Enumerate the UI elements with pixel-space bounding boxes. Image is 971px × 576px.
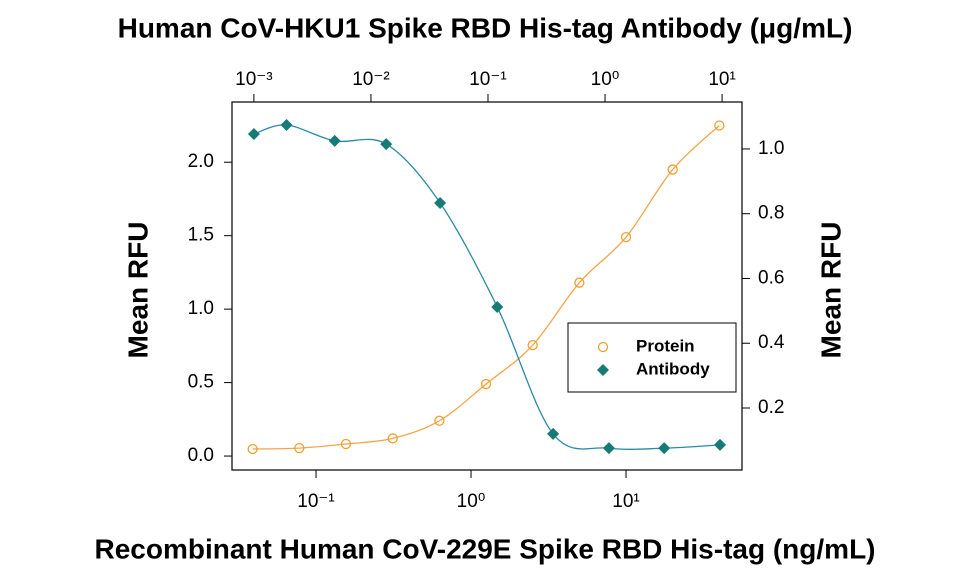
fit-line bbox=[253, 124, 721, 450]
data-point bbox=[328, 134, 341, 147]
y-axis-label: Mean RFU bbox=[122, 222, 153, 359]
data-point bbox=[602, 442, 615, 455]
data-point bbox=[247, 443, 258, 455]
chart-title: Human CoV-HKU1 Spike RBD His-tag Antibod… bbox=[118, 12, 853, 43]
y2-tick-label: 0.6 bbox=[758, 267, 784, 288]
data-point bbox=[434, 415, 445, 426]
x-axis-label: Recombinant Human CoV-229E Spike RBD His… bbox=[95, 533, 876, 564]
data-point bbox=[380, 138, 393, 151]
data-point bbox=[340, 438, 352, 450]
data-point bbox=[387, 433, 398, 444]
data-point bbox=[527, 339, 538, 351]
x-tick-label: 10⁰ bbox=[457, 491, 486, 512]
data-point bbox=[547, 427, 560, 440]
legend-marker bbox=[597, 364, 609, 376]
y-tick-label: 1.0 bbox=[188, 298, 214, 319]
x2-tick-label: 10¹ bbox=[708, 69, 735, 90]
legend-label: Protein bbox=[636, 336, 695, 355]
y-tick-label: 1.5 bbox=[188, 225, 214, 246]
x-tick-label: 10⁻¹ bbox=[297, 491, 335, 512]
legend-box bbox=[567, 322, 737, 393]
y-tick-label: 2.0 bbox=[188, 151, 214, 172]
legend-label: Antibody bbox=[636, 359, 710, 378]
data-point bbox=[713, 438, 726, 451]
data-point bbox=[294, 442, 305, 454]
y2-tick-label: 0.2 bbox=[758, 397, 784, 418]
data-point bbox=[667, 164, 678, 175]
data-point bbox=[434, 197, 447, 210]
legend-marker bbox=[597, 341, 609, 353]
y-tick-label: 0.5 bbox=[188, 372, 214, 393]
fit-line bbox=[252, 125, 720, 450]
x2-tick-label: 10⁻¹ bbox=[469, 69, 507, 90]
y2-axis-label: Mean RFU bbox=[815, 222, 846, 359]
data-point bbox=[714, 120, 725, 131]
x2-tick-label: 10⁻³ bbox=[235, 69, 273, 90]
x-tick-label: 10¹ bbox=[612, 491, 639, 512]
data-point bbox=[480, 378, 492, 390]
y-tick-label: 0.0 bbox=[188, 445, 214, 466]
x2-tick-label: 10⁻² bbox=[352, 69, 390, 90]
data-point bbox=[574, 277, 585, 288]
y2-tick-label: 0.4 bbox=[758, 332, 785, 353]
x2-tick-label: 10⁰ bbox=[591, 69, 620, 90]
data-point bbox=[491, 300, 504, 313]
data-point bbox=[658, 442, 671, 455]
plot-frame bbox=[231, 101, 743, 471]
data-point bbox=[247, 128, 260, 141]
y2-tick-label: 1.0 bbox=[758, 138, 784, 159]
y2-tick-label: 0.8 bbox=[758, 203, 784, 224]
data-point bbox=[280, 118, 293, 131]
data-point bbox=[620, 232, 632, 243]
